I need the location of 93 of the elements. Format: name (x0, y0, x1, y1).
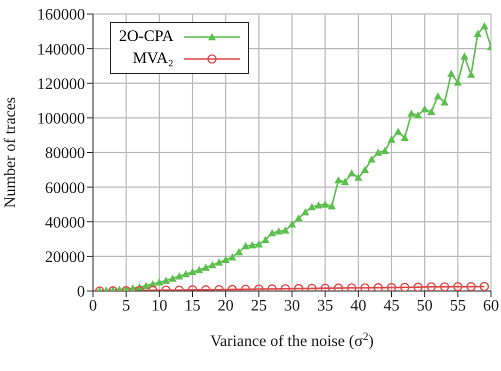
point (301, 208, 310, 216)
point (368, 155, 376, 163)
point (454, 78, 462, 86)
x-tick-label: 55 (450, 297, 466, 314)
point (254, 240, 263, 248)
point (347, 283, 356, 291)
point (426, 282, 436, 291)
x-tick-label: 0 (89, 297, 97, 314)
point (334, 283, 344, 291)
point (474, 30, 482, 38)
y-axis-title: Number of traces (2, 96, 19, 208)
point (453, 282, 462, 291)
point (360, 283, 370, 291)
point (155, 278, 164, 286)
point (460, 52, 468, 60)
point (480, 22, 488, 30)
point (434, 92, 442, 100)
point (307, 284, 317, 291)
point (321, 200, 330, 208)
point (267, 284, 277, 291)
point (400, 282, 410, 291)
point (202, 264, 210, 271)
x-tick-label: 5 (122, 297, 130, 314)
x-tick-label: 10 (151, 297, 168, 314)
point (386, 282, 396, 291)
point (374, 148, 382, 156)
point (328, 202, 336, 210)
point (242, 242, 250, 250)
y-tick-label: 0 (77, 284, 85, 301)
point (427, 108, 436, 116)
point (407, 110, 416, 117)
y-tick-label: 20000 (45, 249, 85, 266)
point (420, 105, 429, 112)
point (248, 241, 256, 248)
point (440, 98, 449, 106)
x-tick-label: 35 (317, 297, 334, 314)
point (413, 282, 423, 291)
x-tick-label: 60 (483, 297, 499, 314)
point (314, 201, 323, 209)
point (215, 258, 224, 266)
point (320, 284, 330, 291)
point (234, 248, 243, 256)
x-tick-label: 20 (218, 297, 234, 314)
point (168, 274, 177, 282)
point (380, 146, 389, 154)
point (294, 214, 303, 222)
point (354, 174, 362, 181)
point (281, 226, 290, 234)
point (360, 166, 369, 174)
point (175, 272, 184, 280)
point (208, 261, 216, 268)
point (414, 111, 422, 118)
y-tick-label: 60000 (45, 180, 85, 197)
point (274, 227, 283, 234)
point (466, 282, 476, 291)
point (388, 136, 396, 143)
point (467, 70, 476, 78)
point (195, 266, 204, 274)
point (374, 283, 383, 291)
point (341, 178, 350, 186)
y-tick-label: 80000 (45, 145, 85, 162)
point (440, 282, 450, 291)
x-tick-label: 40 (350, 297, 366, 314)
point (400, 134, 409, 141)
y-tick-label: 100000 (37, 110, 85, 128)
y-tick-label: 140000 (37, 41, 85, 58)
point (188, 268, 196, 276)
point (334, 176, 342, 184)
point (394, 128, 402, 135)
point (162, 276, 170, 284)
point (268, 229, 276, 236)
point (261, 236, 270, 244)
x-axis-title: Variance of the noise (σ$^{2}$) (210, 331, 374, 350)
y-tick-label: 120000 (37, 76, 85, 93)
x-tick-label: 30 (284, 297, 300, 314)
point (447, 70, 456, 77)
point (280, 284, 290, 291)
point (228, 253, 236, 260)
x-tick-label: 15 (184, 297, 200, 314)
point (182, 270, 190, 278)
point (288, 220, 296, 228)
x-tick-label: 25 (250, 297, 267, 314)
point (294, 284, 304, 291)
point (308, 203, 316, 210)
y-tick-label: 160000 (37, 6, 85, 24)
legend-label: 2O-CPA (119, 28, 174, 46)
x-tick-label: 50 (416, 297, 433, 314)
legend-label: MVA₂ (132, 50, 174, 68)
point (480, 282, 490, 291)
x-tick-label: 45 (384, 297, 400, 314)
point (222, 256, 230, 264)
point (348, 169, 356, 176)
y-tick-label: 40000 (45, 214, 85, 232)
